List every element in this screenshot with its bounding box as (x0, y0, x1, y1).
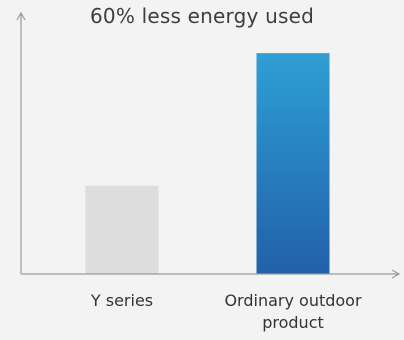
bar-y-series (85, 185, 159, 274)
x-tick-label: Ordinary outdoor product (224, 291, 362, 332)
x-tick-label: Y series (90, 291, 154, 310)
x-axis-arrow (391, 269, 401, 279)
bar-ordinary-outdoor-product (256, 53, 330, 275)
chart-title: 60% less energy used (89, 4, 314, 28)
y-axis-arrow (16, 11, 26, 21)
